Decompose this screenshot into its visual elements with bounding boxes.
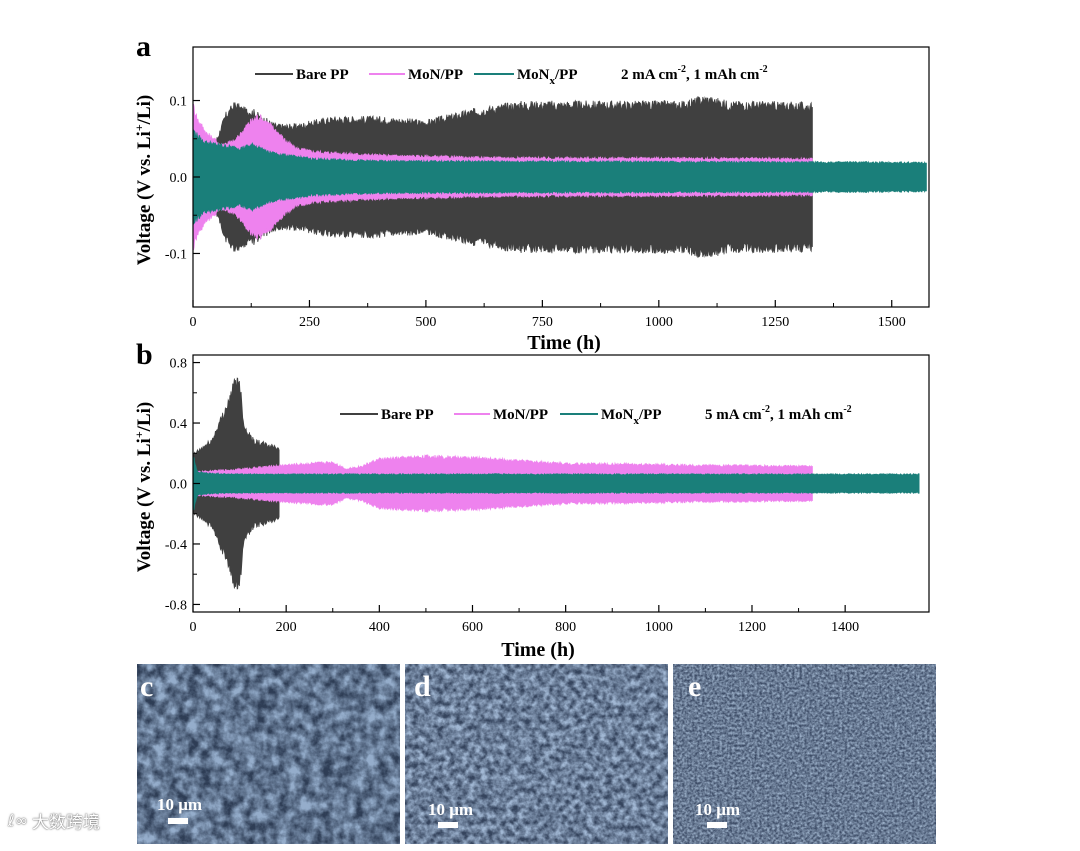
b-x-tick-label: 1400 <box>831 620 859 635</box>
series-b-monx-pp-band <box>192 455 920 512</box>
watermark: ℓ∞ 大数跨境 <box>8 808 100 833</box>
sem-panel-d-scale-text: 10 μm <box>428 800 473 819</box>
panel-b-legend: Bare PP MoN/PP MoNx/PP 5 mA cm-2, 1 mAh … <box>340 404 852 427</box>
a-x-tick-label: 500 <box>415 315 436 330</box>
panel-b-condition-annotation: 5 mA cm-2, 1 mAh cm-2 <box>705 404 852 423</box>
panel-a-ylabel: Voltage (V vs. Li+/Li) <box>132 95 155 265</box>
b-x-tick-label: 1200 <box>738 620 766 635</box>
a-y-tick-label: -0.1 <box>165 247 187 262</box>
watermark-text: 大数跨境 <box>31 813 100 833</box>
sem-panel-e: e 10 μm <box>673 664 936 844</box>
sem-panel-c-scale-text: 10 μm <box>157 795 202 814</box>
sem-panel-c-scale-bar <box>168 818 188 824</box>
panel-a-legend: Bare PP MoN/PP MoNx/PP 2 mA cm-2, 1 mAh … <box>255 64 768 87</box>
b-x-tick-label: 800 <box>555 620 576 635</box>
a-x-tick-label: 750 <box>532 315 553 330</box>
a-x-tick-label: 1500 <box>878 315 906 330</box>
sem-panel-d-scale-bar <box>438 822 458 828</box>
a-y-tick-label: 0.1 <box>170 95 188 110</box>
a-x-tick-label: 250 <box>299 315 320 330</box>
panel-b-x-axis: 0 200 400 600 800 1000 1200 1400 <box>190 605 859 635</box>
b-x-tick-label: 1000 <box>645 620 673 635</box>
panel-a-x-axis: 0 250 500 750 1000 1250 1500 <box>190 300 906 330</box>
panel-a-chart: a Voltage (V vs. Li+/Li) -0.1 0.0 0.1 0 250… <box>132 30 930 354</box>
sem-panel-d: d 10 μm <box>405 664 668 844</box>
b-y-tick-label: 0.8 <box>170 357 188 372</box>
b-x-tick-label: 0 <box>190 620 197 635</box>
a-x-tick-label: 1000 <box>645 315 673 330</box>
sem-image-d-texture <box>405 664 668 844</box>
panel-b-label: b <box>136 338 153 371</box>
b-y-tick-label: -0.8 <box>165 598 187 613</box>
series-a-monx-pp-band <box>192 129 927 225</box>
a-y-tick-label: 0.0 <box>170 171 188 186</box>
legend-b-monx-pp-label: MoNx/PP <box>601 407 662 427</box>
panel-b-ylabel: Voltage (V vs. Li+/Li) <box>132 402 155 572</box>
legend-a-bare-pp-label: Bare PP <box>296 67 349 83</box>
b-y-tick-label: -0.4 <box>165 538 187 553</box>
b-y-tick-label: 0.0 <box>170 478 188 493</box>
b-y-tick-label: 0.4 <box>170 417 188 432</box>
svg-text:Voltage (V vs. Li+/Li): Voltage (V vs. Li+/Li) <box>132 402 155 572</box>
panel-a-label: a <box>136 30 151 63</box>
b-x-tick-label: 400 <box>369 620 390 635</box>
legend-b-bare-pp-label: Bare PP <box>381 407 434 423</box>
svg-text:Voltage (V vs. Li+/Li): Voltage (V vs. Li+/Li) <box>132 95 155 265</box>
b-x-tick-label: 600 <box>462 620 483 635</box>
panel-a-condition-annotation: 2 mA cm-2, 1 mAh cm-2 <box>621 64 768 83</box>
panel-a-plot-area <box>192 95 927 259</box>
panel-a-xlabel: Time (h) <box>527 332 601 354</box>
watermark-logo-icon: ℓ∞ <box>8 811 28 830</box>
a-x-tick-label: 0 <box>190 315 197 330</box>
b-x-tick-label: 200 <box>276 620 297 635</box>
legend-b-mon-pp-label: MoN/PP <box>493 407 548 423</box>
legend-a-mon-pp-label: MoN/PP <box>408 67 463 83</box>
sem-panel-c-label: c <box>140 670 153 703</box>
panel-b-chart: b Voltage (V vs. Li+/Li) -0.8 -0.4 0.0 0.4 0… <box>132 338 930 661</box>
panel-a-y-axis: -0.1 0.0 0.1 <box>165 95 200 262</box>
panel-b-plot-area <box>192 377 920 590</box>
sem-panel-c: c 10 μm <box>137 664 400 844</box>
sem-panel-e-scale-bar <box>707 822 727 828</box>
sem-image-e-texture <box>673 664 936 844</box>
a-x-tick-label: 1250 <box>761 315 789 330</box>
panel-b-xlabel: Time (h) <box>501 639 575 661</box>
sem-image-c-texture <box>137 664 400 844</box>
sem-panel-e-label: e <box>688 670 701 703</box>
panel-b-y-axis: -0.8 -0.4 0.0 0.4 0.8 <box>165 357 200 613</box>
sem-panel-e-scale-text: 10 μm <box>695 800 740 819</box>
sem-panel-d-label: d <box>414 670 431 703</box>
legend-a-monx-pp-label: MoNx/PP <box>517 67 578 87</box>
